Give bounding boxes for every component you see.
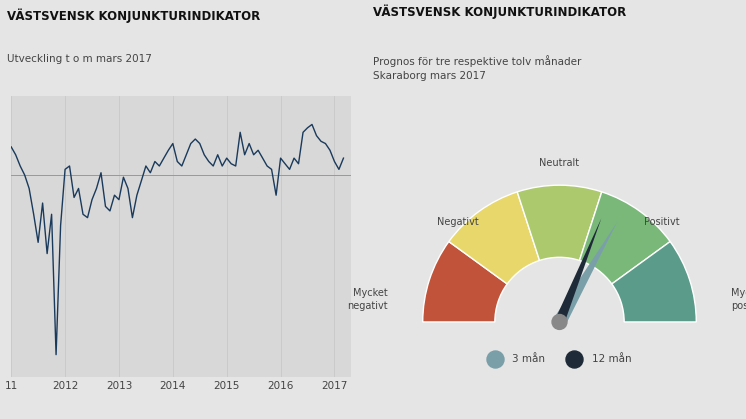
Text: VÄSTSVENSK KONJUNKTURINDIKATOR: VÄSTSVENSK KONJUNKTURINDIKATOR [7,8,260,23]
Wedge shape [612,242,696,322]
Circle shape [552,315,567,329]
Wedge shape [423,242,507,322]
Wedge shape [580,192,670,284]
Text: Utveckling t o m mars 2017: Utveckling t o m mars 2017 [7,54,152,65]
Wedge shape [517,185,602,261]
Text: 12 mån: 12 mån [592,354,631,364]
Point [568,356,580,362]
Text: 3 mån: 3 mån [513,354,545,364]
Polygon shape [554,222,618,326]
Text: Mycket
negativt: Mycket negativt [348,288,388,311]
Wedge shape [449,192,539,284]
Text: Prognos för tre respektive tolv månader
Skaraborg mars 2017: Prognos för tre respektive tolv månader … [373,55,581,81]
Text: Positivt: Positivt [644,217,680,228]
Text: Mycket
positivt: Mycket positivt [731,288,746,311]
Text: Neutralt: Neutralt [539,158,580,168]
Text: Negativt: Negativt [436,217,478,228]
Polygon shape [555,218,601,324]
Text: VÄSTSVENSK KONJUNKTURINDIKATOR: VÄSTSVENSK KONJUNKTURINDIKATOR [373,4,626,19]
Point [489,356,501,362]
